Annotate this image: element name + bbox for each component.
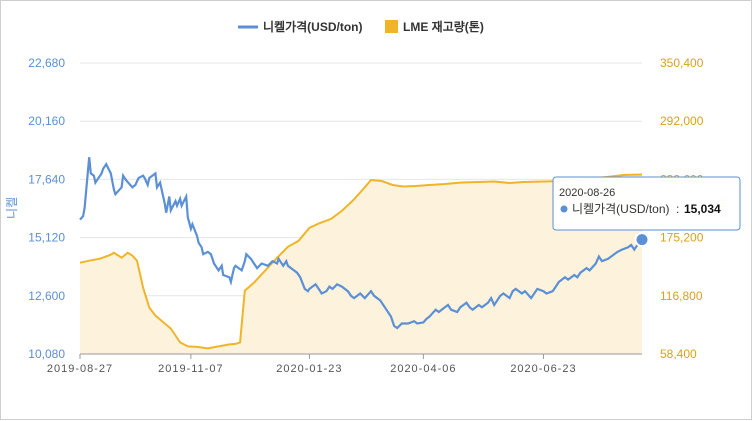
legend-item-price[interactable]: 니켈가격(USD/ton) xyxy=(238,19,362,34)
x-axis-ticks: 2019-08-27 2019-11-07 2020-01-23 2020-04-06… xyxy=(47,354,576,375)
tooltip-separator: : xyxy=(676,202,679,216)
y-left-tick-label: 20,160 xyxy=(28,114,65,128)
y-right-tick-label: 350,400 xyxy=(660,56,704,70)
tooltip-series-dot-icon xyxy=(560,205,568,213)
y-right-tick-label: 58,400 xyxy=(660,347,697,361)
y-left-tick-label: 10,080 xyxy=(28,347,65,361)
x-tick-label: 2020-06-23 xyxy=(510,363,576,375)
tooltip: 2020-08-26 니켈가격(USD/ton) : 15,034 xyxy=(552,176,741,231)
y-left-ticks: 10,080 12,600 15,120 17,640 20,160 22,680 xyxy=(28,56,65,361)
legend-stock-square-icon xyxy=(385,20,398,33)
tooltip-series-label: 니켈가격(USD/ton) xyxy=(572,202,670,216)
tooltip-date: 2020-08-26 xyxy=(559,187,615,199)
legend-stock-label: LME 재고량(톤) xyxy=(403,20,484,34)
hover-point-marker[interactable] xyxy=(634,232,650,248)
x-tick-label: 2020-01-23 xyxy=(276,363,342,375)
legend: 니켈가격(USD/ton) LME 재고량(톤) xyxy=(238,19,484,34)
y-left-tick-label: 15,120 xyxy=(28,231,65,245)
x-tick-label: 2019-08-27 xyxy=(47,363,113,375)
y-right-tick-label: 292,000 xyxy=(660,114,704,128)
tooltip-value: 15,034 xyxy=(684,202,721,216)
x-tick-label: 2020-04-06 xyxy=(390,363,456,375)
y-right-tick-label: 116,800 xyxy=(660,289,703,303)
y-left-tick-label: 17,640 xyxy=(28,172,65,186)
x-tick-label: 2019-11-07 xyxy=(158,363,223,375)
stock-area xyxy=(80,174,642,354)
y-left-tick-label: 12,600 xyxy=(28,289,65,303)
tooltip-box xyxy=(552,176,741,231)
legend-item-stock[interactable]: LME 재고량(톤) xyxy=(385,20,484,34)
y-left-axis-title: 니켈 xyxy=(5,197,19,219)
price-line xyxy=(79,157,643,330)
y-left-tick-label: 22,680 xyxy=(28,56,65,70)
stock-line xyxy=(79,173,643,350)
y-right-tick-label: 175,200 xyxy=(660,231,704,245)
legend-price-label: 니켈가격(USD/ton) xyxy=(263,19,362,34)
